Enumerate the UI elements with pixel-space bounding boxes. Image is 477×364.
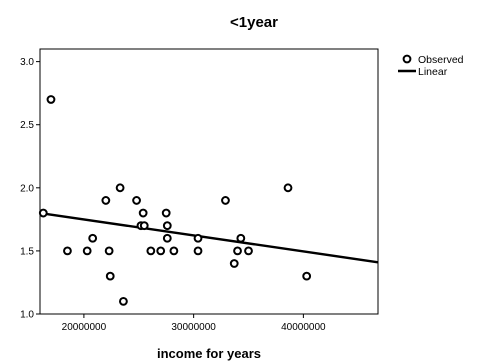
data-point (233, 246, 242, 256)
y-tick-label: 1.0 (20, 310, 34, 321)
x-axis: 20000000 30000000 40000000 (62, 314, 326, 333)
y-tick-label: 2.5 (20, 120, 34, 131)
y-tick-label: 1.5 (20, 246, 34, 257)
data-point (229, 259, 239, 268)
legend: Observed Linear (398, 54, 464, 78)
x-tick-label: 40000000 (281, 322, 326, 333)
data-point (302, 271, 312, 281)
data-point (193, 246, 203, 256)
data-point (82, 246, 92, 256)
data-point (46, 95, 56, 104)
y-axis: 1.0 1.5 2.0 2.5 3.0 (20, 57, 40, 321)
data-point (88, 233, 98, 243)
data-point (139, 221, 149, 231)
data-point (244, 246, 253, 256)
data-point (132, 196, 141, 205)
linear-fit-line (39, 211, 379, 264)
legend-linear-label: Linear (418, 66, 448, 78)
data-point (169, 246, 179, 256)
data-point (221, 196, 230, 205)
data-point (115, 183, 125, 193)
observed-points (38, 95, 312, 306)
data-point (161, 208, 171, 218)
data-point (236, 233, 246, 243)
data-point (138, 208, 148, 218)
data-point (101, 196, 111, 205)
x-tick-label: 20000000 (62, 322, 107, 333)
data-point (162, 233, 172, 243)
data-point (38, 208, 48, 218)
data-point (193, 233, 203, 243)
y-tick-label: 2.0 (20, 183, 34, 194)
data-point (162, 221, 172, 231)
data-point (105, 271, 115, 281)
data-point (283, 183, 293, 193)
data-point (104, 246, 114, 256)
legend-observed-label: Observed (418, 54, 464, 66)
legend-observed-marker (402, 54, 412, 64)
y-tick-label: 3.0 (20, 57, 34, 68)
data-point (156, 246, 166, 256)
chart-title: <1year (230, 14, 278, 31)
x-tick-label: 30000000 (171, 322, 216, 333)
x-axis-label: income for years (157, 346, 261, 361)
data-point (119, 296, 128, 306)
plot-area (39, 48, 379, 315)
data-point (63, 246, 72, 256)
data-point (146, 246, 156, 256)
